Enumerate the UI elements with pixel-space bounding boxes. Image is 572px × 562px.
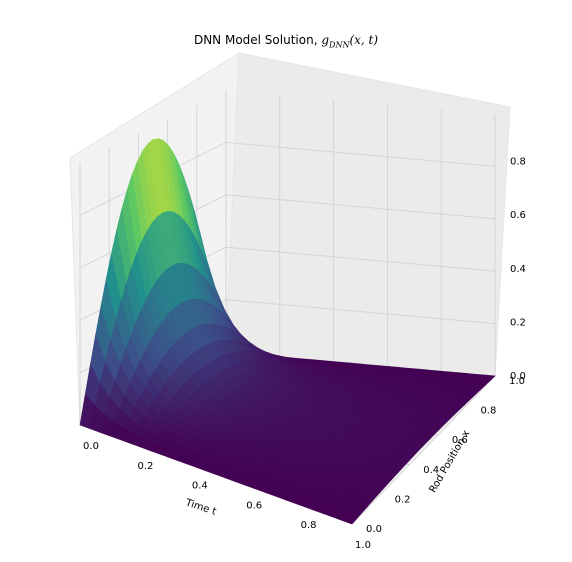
x-tick-label: 0.6 [246, 500, 262, 511]
title-prefix: DNN Model Solution, [193, 33, 318, 47]
y-tick-label: 0.2 [395, 494, 411, 505]
x-tick-label: 0.0 [83, 441, 99, 452]
y-tick-label: 0.6 [452, 435, 468, 446]
x-tick-label: 0.2 [137, 461, 153, 472]
z-tick-label: 0.0 [510, 371, 526, 382]
pane-back [225, 52, 511, 377]
x-tick-label: 0.8 [301, 520, 317, 531]
z-tick-label: 0.4 [510, 264, 526, 275]
z-tick-label: 0.2 [510, 317, 526, 328]
y-tick-label: 1.0 [509, 376, 525, 387]
y-tick-label: 0.4 [423, 465, 439, 476]
y-tick-label: 0.8 [480, 406, 496, 417]
chart-title: DNN Model Solution, gDNN(x, t) [0, 33, 572, 49]
title-function: gDNN(x, t) [321, 33, 379, 50]
x-tick-label: 0.4 [192, 481, 208, 492]
y-tick-label: 0.0 [366, 524, 382, 535]
z-tick-label: 0.6 [510, 210, 526, 221]
floor-grid-t [351, 375, 496, 525]
surface-patch [341, 514, 358, 525]
z-tick-label: 0.8 [510, 157, 526, 168]
x-tick-label: 1.0 [355, 540, 371, 551]
x-axis-label: Time t [183, 497, 217, 518]
